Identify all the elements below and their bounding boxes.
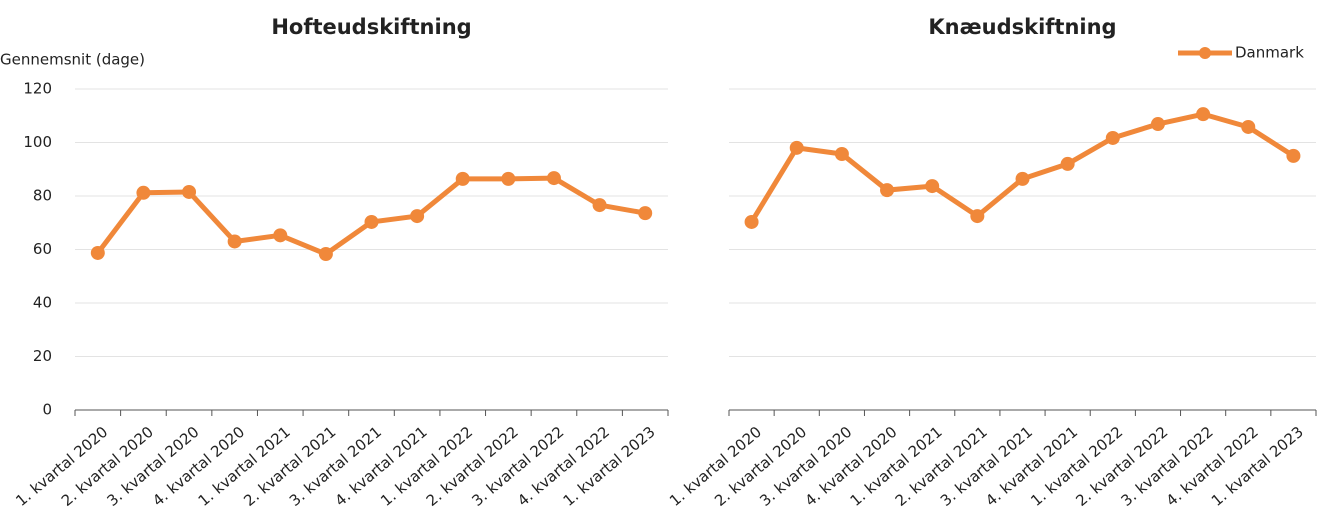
point: [273, 228, 288, 243]
y-tick-label: 40: [33, 294, 52, 312]
y-tick-label: 100: [23, 133, 52, 151]
point: [925, 179, 940, 194]
point: [546, 171, 561, 186]
point: [227, 234, 242, 249]
point: [1286, 148, 1301, 163]
y-axis-label: Gennemsnit (dage): [0, 51, 145, 69]
chart-title: Hofteudskiftning: [271, 15, 471, 39]
point: [789, 140, 804, 155]
legend-marker: [1199, 47, 1211, 59]
point: [1241, 119, 1256, 134]
series-line: [749, 111, 1295, 224]
point: [136, 185, 151, 200]
point: [638, 206, 653, 221]
point: [970, 209, 985, 224]
y-tick-label: 60: [33, 240, 52, 258]
y-tick-label: 120: [23, 80, 52, 98]
point: [834, 147, 849, 162]
point: [455, 171, 470, 186]
point: [1015, 171, 1030, 186]
point: [744, 214, 759, 229]
y-tick-label: 20: [33, 347, 52, 365]
point: [1150, 117, 1165, 132]
y-tick-label: 80: [33, 187, 52, 205]
point: [318, 247, 333, 262]
point: [880, 183, 895, 198]
point: [90, 245, 105, 260]
chart-title: Knæudskiftning: [928, 15, 1116, 39]
point: [592, 198, 607, 213]
y-tick-label: 0: [42, 401, 52, 419]
point: [364, 214, 379, 229]
legend-label: Danmark: [1235, 44, 1304, 62]
point: [410, 209, 425, 224]
point: [501, 171, 516, 186]
point: [1105, 130, 1120, 145]
point: [1060, 156, 1075, 171]
point: [182, 184, 197, 199]
point: [1196, 107, 1211, 122]
